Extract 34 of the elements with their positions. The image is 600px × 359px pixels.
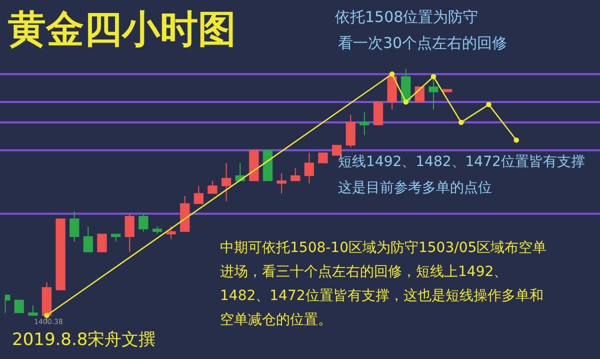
candlestick <box>414 86 425 102</box>
point <box>458 120 464 125</box>
candlestick <box>124 213 134 252</box>
point <box>44 312 50 318</box>
annotation: 中期可依托1508-10区域为防守1503/05区域布空单进场，看三十个点左右的回修，短线上1492、1482、1472位置皆有支撑，这也是短线操作多单和空单减仓的位置。 <box>220 239 548 330</box>
candlestick <box>360 112 370 136</box>
text: 看一次30个点左右的回修 <box>338 34 508 53</box>
point <box>486 102 492 108</box>
candlestick <box>373 102 384 126</box>
candlestick <box>221 162 232 202</box>
candlestick <box>290 168 300 182</box>
annotation: 这是目前参考多单的点位 <box>338 179 492 197</box>
candlestick <box>194 185 204 204</box>
point <box>389 71 395 77</box>
candlestick <box>318 152 328 164</box>
point <box>430 74 436 80</box>
text: 依托1508位置为防守 <box>335 8 478 27</box>
annotation: 短线1492、1482、1472位置皆有支撑 <box>338 153 585 171</box>
candlestick <box>166 226 176 240</box>
candlestick <box>70 210 80 242</box>
candlestick <box>332 144 342 156</box>
candlestick <box>97 234 107 252</box>
candlestick <box>28 304 38 316</box>
candlestick <box>83 226 94 252</box>
chart-title: 黄金四小时图 <box>8 6 236 53</box>
candlestick <box>346 114 356 148</box>
candlestick <box>276 172 286 194</box>
candlestick <box>304 152 314 184</box>
point <box>403 99 409 105</box>
candlestick <box>138 213 148 232</box>
point <box>514 137 520 143</box>
candlestick <box>208 180 218 194</box>
candlestick <box>14 300 24 314</box>
text: 2019.8.8宋舟文撰 <box>12 329 156 351</box>
